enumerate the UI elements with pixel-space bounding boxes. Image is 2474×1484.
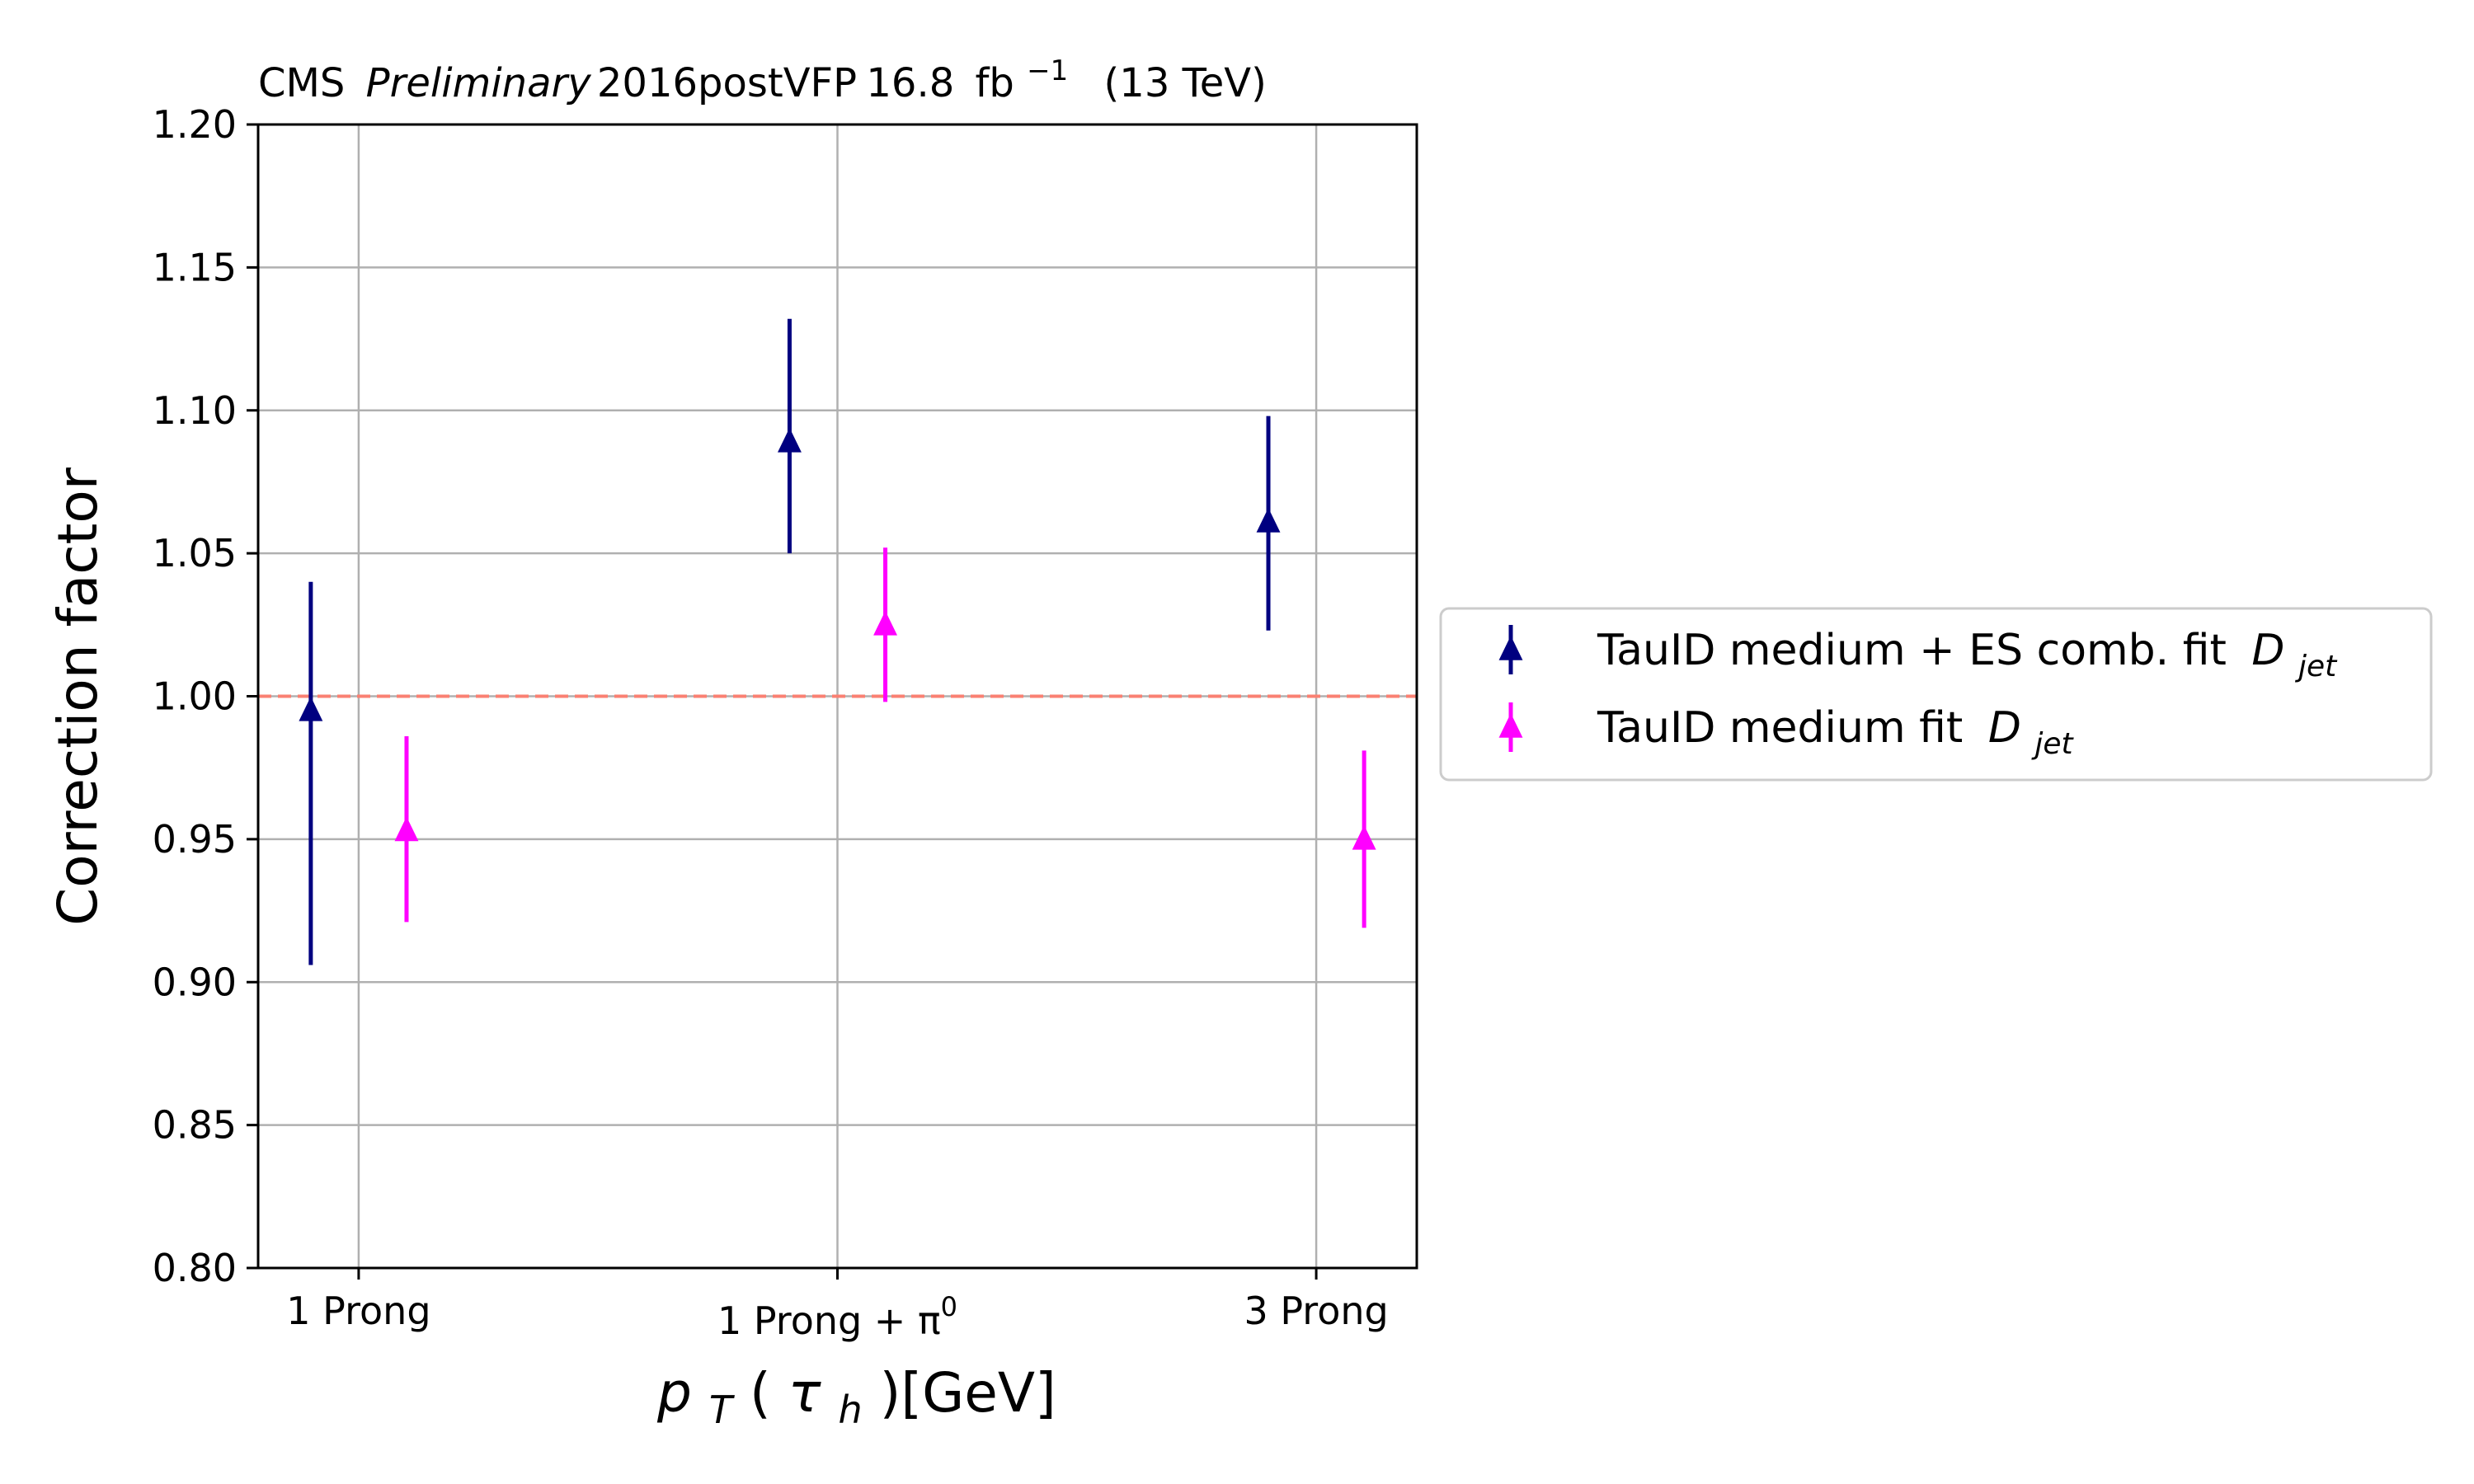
chart-title: CMS Preliminary 2016postVFP 16.8 fb −1 (… — [258, 44, 1267, 106]
x-label-close: )[GeV] — [880, 1361, 1056, 1425]
legend-marker-series-1 — [1498, 625, 1523, 674]
y-tick-label: 1.00 — [153, 674, 237, 719]
x-tick-label: 1 Prong — [286, 1289, 430, 1333]
y-tick-label: 0.85 — [153, 1103, 237, 1148]
x-tick-label-main: 1 Prong + π — [717, 1298, 941, 1343]
y-tick-label: 0.80 — [153, 1246, 237, 1290]
data-series — [299, 318, 1376, 965]
data-point — [1256, 507, 1281, 533]
data-point — [299, 696, 323, 721]
data-point — [873, 610, 898, 636]
x-tick-label-main: 1 Prong — [286, 1289, 430, 1333]
title-lumi-value: 16.8 — [866, 60, 954, 106]
y-tick-label: 1.15 — [153, 245, 237, 289]
legend-label-series-1-sub: jet — [2294, 650, 2338, 683]
x-tick-label: 1 Prong + π0 — [717, 1291, 957, 1343]
title-experiment: CMS — [258, 60, 345, 106]
legend-label-series-1-text: TauID medium + ES comb. fit — [1597, 626, 2227, 675]
legend-marker-series-2 — [1498, 702, 1523, 752]
x-tick-label-main: 3 Prong — [1244, 1289, 1388, 1333]
y-axis-label: Correction factor — [46, 467, 110, 926]
data-point — [394, 816, 419, 842]
x-axis-label: p T ( τ h )[GeV] — [656, 1361, 1056, 1436]
legend: TauID medium + ES comb. fit D jet TauID … — [1439, 607, 2433, 782]
y-tick-label: 0.90 — [153, 960, 237, 1004]
legend-label-series-2-italic: D — [1988, 703, 2021, 753]
title-energy: (13 TeV) — [1104, 60, 1267, 106]
y-tick-label: 1.05 — [153, 531, 237, 575]
legend-label-series-1: TauID medium + ES comb. fit D jet — [1597, 626, 2338, 683]
x-label-p: p — [656, 1361, 692, 1425]
axis-ticks: 0.80 0.85 0.90 0.95 1.00 1.05 1.10 1.15 1.20 1 Pr… — [153, 102, 1389, 1343]
legend-triangle — [1498, 713, 1523, 738]
x-tick-label: 3 Prong — [1244, 1289, 1388, 1333]
data-point — [777, 427, 802, 453]
x-label-tau-sub: h — [838, 1388, 862, 1432]
title-lumi-unit: fb — [976, 60, 1014, 106]
legend-label-series-1-italic: D — [2251, 626, 2284, 675]
legend-label-series-2-text: TauID medium fit — [1597, 703, 1963, 753]
series-1 — [299, 318, 1281, 965]
legend-label-series-2: TauID medium fit D jet — [1597, 703, 2075, 761]
x-tick-label-sup: 0 — [941, 1291, 957, 1322]
series-2 — [394, 547, 1376, 928]
x-label-tau: τ — [788, 1361, 822, 1425]
legend-box — [1439, 607, 2433, 782]
title-lumi-exponent: −1 — [1027, 54, 1068, 87]
x-label-open: ( — [750, 1361, 771, 1425]
x-label-p-sub: T — [709, 1388, 736, 1432]
data-point — [1352, 824, 1376, 850]
y-tick-label: 0.95 — [153, 817, 237, 862]
y-tick-label: 1.20 — [153, 102, 237, 147]
y-tick-label: 1.10 — [153, 388, 237, 433]
title-status: Preliminary — [366, 60, 592, 106]
legend-label-series-2-sub: jet — [2030, 727, 2074, 761]
title-era: 2016postVFP — [597, 60, 857, 106]
legend-triangle — [1498, 636, 1523, 660]
